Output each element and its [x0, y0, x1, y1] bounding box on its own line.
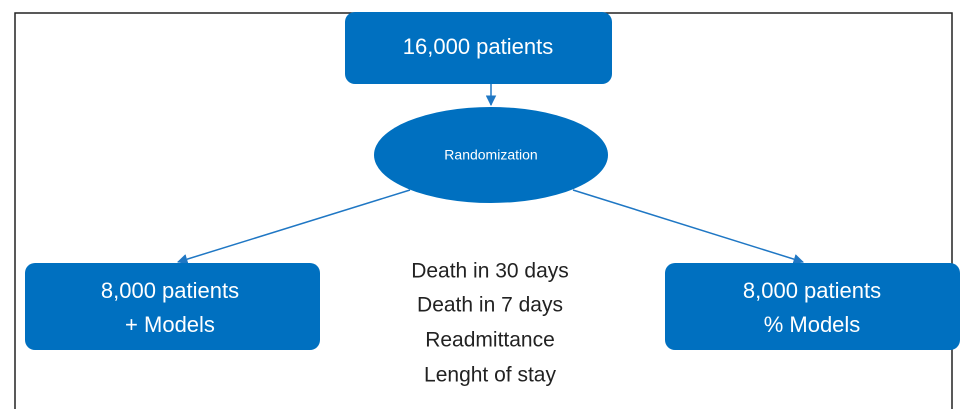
node-box — [345, 12, 612, 84]
outcome: Death in 7 days — [417, 294, 563, 317]
node-label: 8,000 patients — [743, 278, 881, 303]
node-box — [25, 263, 320, 350]
outcome: Death in 30 days — [411, 260, 569, 283]
outcome: Lenght of stay — [424, 364, 556, 387]
node-label: Randomization — [444, 147, 537, 163]
node-ellipse — [374, 107, 608, 203]
arrow — [572, 189, 805, 265]
node-label: + Models — [125, 312, 215, 337]
node-label: 16,000 patients — [403, 34, 553, 59]
node-label: % Models — [764, 312, 861, 337]
outcome: Readmittance — [425, 329, 555, 352]
arrow — [176, 189, 411, 265]
node-label: 8,000 patients — [101, 278, 239, 303]
node-box — [665, 263, 960, 350]
